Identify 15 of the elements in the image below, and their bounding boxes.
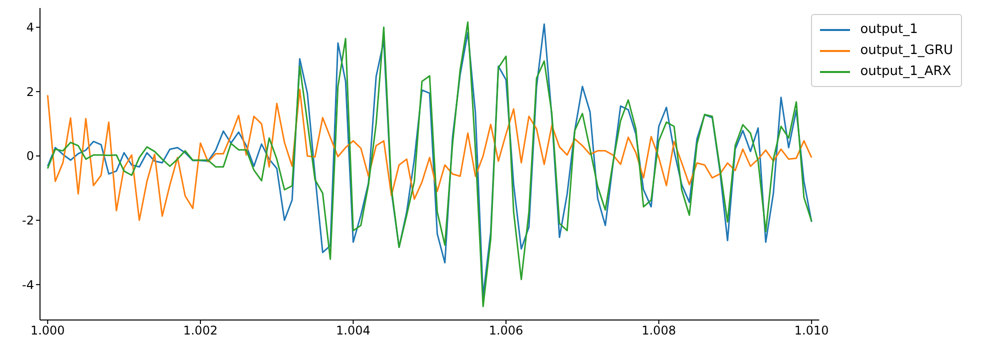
line-series xyxy=(46,88,812,222)
x-tick-label: 1.006 xyxy=(488,324,524,338)
y-tick-label: 0 xyxy=(26,149,34,164)
x-tick-label: 1.010 xyxy=(794,324,829,338)
y-tick-label: 2 xyxy=(26,84,34,99)
legend-label: output_1 xyxy=(860,22,918,37)
x-tick-label: 1.000 xyxy=(30,324,65,338)
x-tick-label: 1.002 xyxy=(183,324,218,338)
legend-label: output_1_GRU xyxy=(860,43,953,58)
x-tick-label: 1.004 xyxy=(336,324,370,338)
y-tick-label: -4 xyxy=(22,278,34,292)
legend-label: output_1_ARX xyxy=(860,64,952,79)
x-tick-label: 1.008 xyxy=(642,324,676,338)
y-tick-label: -2 xyxy=(22,214,34,228)
y-tick-label: 4 xyxy=(26,20,34,35)
